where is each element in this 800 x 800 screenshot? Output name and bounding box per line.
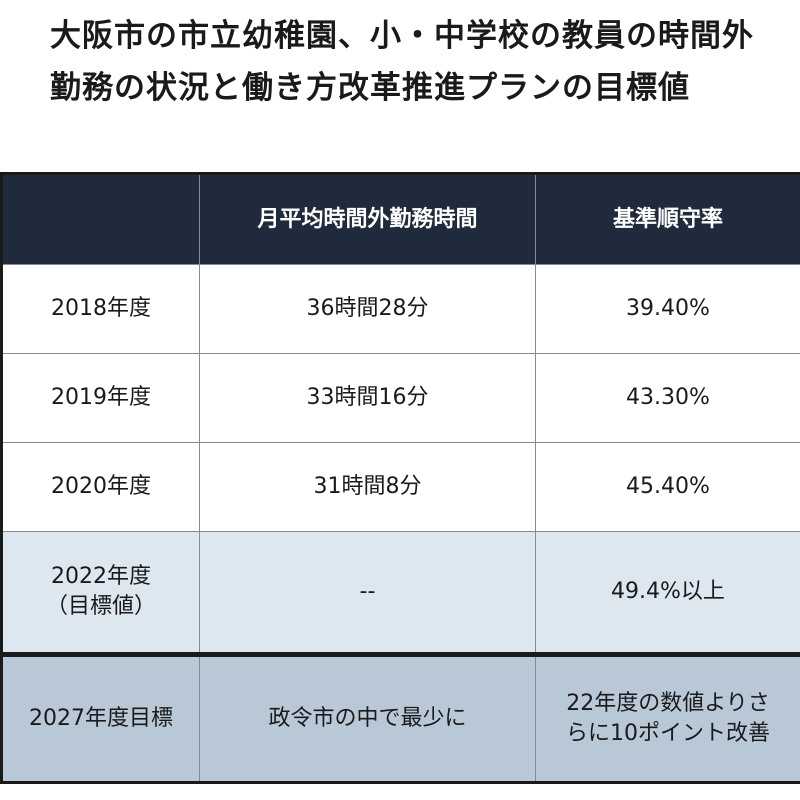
target-hours: -- [199,531,536,655]
row-hours: 31時間8分 [199,442,536,532]
table-header-row: 月平均時間外勤務時間 基準順守率 [0,172,800,265]
goal-label: 2027年度目標 [0,652,200,784]
table-row: 2020年度 31時間8分 45.40% [0,442,800,532]
target-rate: 49.4%以上 [535,531,800,655]
table-row: 2018年度 36時間28分 39.40% [0,264,800,354]
header-overtime-hours: 月平均時間外勤務時間 [199,172,536,265]
target-year: 2022年度 （目標値） [0,531,200,655]
goal-rate-line1: 22年度の数値よりさ [566,691,770,716]
table-row: 2019年度 33時間16分 43.30% [0,353,800,443]
row-rate: 43.30% [535,353,800,443]
header-compliance-rate: 基準順守率 [535,172,800,265]
row-year: 2020年度 [0,442,200,532]
page-title: 大阪市の市立幼稚園、小・中学校の教員の時間外勤務の状況と働き方改革推進プランの目… [50,18,754,106]
row-hours: 33時間16分 [199,353,536,443]
target-year-line2: （目標値） [45,594,156,619]
goal-rate: 22年度の数値よりさ らに10ポイント改善 [535,652,800,784]
overtime-table-container: 月平均時間外勤務時間 基準順守率 2018年度 36時間28分 39.40% 2… [0,172,800,788]
overtime-table: 月平均時間外勤務時間 基準順守率 2018年度 36時間28分 39.40% 2… [0,172,800,784]
target-row: 2022年度 （目標値） -- 49.4%以上 [0,531,800,655]
header-empty [0,172,200,265]
goal-row: 2027年度目標 政令市の中で最少に 22年度の数値よりさ らに10ポイント改善 [0,652,800,784]
row-rate: 45.40% [535,442,800,532]
row-year: 2019年度 [0,353,200,443]
goal-rate-line2: らに10ポイント改善 [566,721,770,746]
row-year: 2018年度 [0,264,200,354]
target-year-line1: 2022年度 [51,564,151,589]
row-hours: 36時間28分 [199,264,536,354]
row-rate: 39.40% [535,264,800,354]
goal-hours: 政令市の中で最少に [199,652,536,784]
